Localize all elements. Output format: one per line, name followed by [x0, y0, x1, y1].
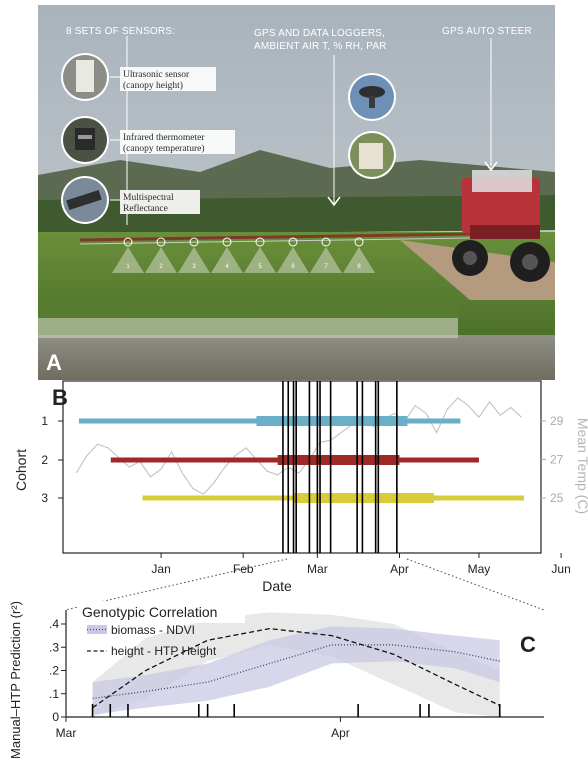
sensors-header: 8 SETS OF SENSORS: — [66, 26, 175, 37]
sensor-cone — [112, 247, 144, 273]
temperature-line — [75, 397, 522, 495]
panel-a-label: A — [46, 350, 62, 375]
sensor-number: 7 — [324, 264, 328, 270]
cohort-bars-group — [78, 416, 525, 503]
sensor-cone — [244, 247, 276, 273]
sensor-marker — [156, 237, 166, 247]
panel-a-photo: 1 2 3 4 5 6 7 8 — [38, 5, 555, 380]
cohort-2-measurement-bar — [277, 455, 400, 465]
infrared-thermometer-photo — [61, 116, 109, 164]
panel-c-chart: .4 .3 .2 .1 0 Mar Apr Genotypic Correlation bi… — [8, 601, 544, 759]
multispectral-sensor-photo — [61, 176, 109, 224]
sensor-3-label-bg — [120, 190, 200, 214]
gps-header-line1: GPS AND DATA LOGGERS, — [254, 28, 385, 39]
sensor-marker — [255, 237, 265, 247]
sensor-marker — [222, 237, 232, 247]
sensor-cone — [343, 247, 375, 273]
c-y-tick-label: 0 — [52, 710, 59, 724]
sensor-cone — [277, 247, 309, 273]
sensor-1-label: Ultrasonic sensor — [123, 70, 190, 80]
sensor-marker — [189, 237, 199, 247]
sensor-1-detail: (canopy height) — [123, 80, 183, 91]
sensor-cone — [178, 247, 210, 273]
panel-c-axes-group: .4 .3 .2 .1 0 Mar Apr — [49, 610, 544, 740]
confidence-bands-group — [92, 612, 500, 717]
correlation-lines-group — [92, 627, 500, 709]
sensor-marker — [321, 237, 331, 247]
sensor-marker — [123, 237, 133, 247]
c-y-tick-label: .4 — [49, 617, 59, 631]
gps-antenna-photo — [348, 73, 396, 121]
measurement-dates-group — [282, 381, 398, 553]
legend-height-label: height - HTP Height — [111, 644, 217, 658]
x-tick-label: Jan — [151, 562, 170, 576]
sprayer-boom — [79, 232, 471, 242]
panel-b-xlabel: Date — [262, 578, 292, 594]
sensor-2-label-bg — [120, 130, 235, 154]
c-y-tick-label: .2 — [49, 664, 59, 678]
sensor-cone — [310, 247, 342, 273]
ultrasonic-sensor-photo — [61, 53, 109, 101]
panel-c-label: C — [520, 632, 536, 657]
panel-c-title: Genotypic Correlation — [82, 604, 217, 620]
confidence-band-biomass — [92, 626, 500, 715]
y2-tick-label: 27 — [550, 453, 564, 467]
sensor-3-label: Multispectral — [123, 193, 174, 203]
c-x-tick-label: Mar — [56, 726, 77, 740]
cohort-1-measurement-bar — [256, 416, 408, 426]
sensor-2-detail: (canopy temperature) — [123, 143, 205, 154]
gps-header-line2: AMBIENT AIR T, % RH, PAR — [254, 41, 387, 52]
y2-tick-label: 25 — [550, 491, 564, 505]
water-foreground — [38, 335, 555, 380]
temperature-line-group — [75, 397, 522, 495]
legend-biomass-label: biomass - NDVI — [111, 623, 195, 637]
gps-callout-arrow — [327, 196, 341, 207]
series-line-biomass — [92, 644, 500, 700]
sensor-number: 6 — [291, 264, 295, 270]
tractor — [452, 170, 550, 282]
sensor-number: 8 — [357, 264, 361, 270]
panel-c-title-bg — [78, 601, 245, 623]
sensor-cone — [145, 247, 177, 273]
sensor-1-label-bg — [120, 67, 216, 91]
panel-b-ticks-group: JanFebMarAprMayJun123292725 — [41, 414, 570, 576]
x-tick-label: Jun — [551, 562, 570, 576]
sprayer-boom-lower — [79, 237, 471, 245]
series-line-height — [92, 627, 500, 709]
x-tick-label: Apr — [390, 562, 409, 576]
sensor-cone — [211, 247, 243, 273]
sensor-2-label: Infrared thermometer — [123, 132, 205, 143]
zoom-connector-right — [406, 558, 545, 611]
autosteer-header: GPS AUTO STEER — [442, 26, 532, 37]
sensor-number: 1 — [126, 264, 130, 270]
y-tick-label: 1 — [41, 414, 48, 428]
y2-tick-label: 29 — [550, 414, 564, 428]
sensor-number: 4 — [225, 264, 229, 270]
panel-b-label: B — [52, 385, 68, 410]
sensor-3-detail: Reflectance — [123, 203, 168, 214]
panel-b-frame — [62, 380, 542, 554]
panel-b-ylabel: Cohort — [13, 449, 29, 491]
c-y-tick-label: .1 — [49, 687, 59, 701]
y-tick-label: 3 — [41, 491, 48, 505]
y-tick-label: 2 — [41, 453, 48, 467]
panel-b-chart: JanFebMarAprMayJun123292725 B Date Cohor… — [13, 380, 588, 594]
c-y-tick-label: .3 — [49, 640, 59, 654]
x-tick-label: May — [468, 562, 491, 576]
sensor-number: 5 — [258, 264, 262, 270]
sensor-number: 3 — [192, 264, 196, 270]
sensor-marker — [354, 237, 364, 247]
autosteer-callout-arrow — [484, 161, 498, 172]
netting — [38, 318, 458, 338]
sensor-number: 2 — [159, 264, 163, 270]
cohort-3-measurement-bar — [293, 493, 434, 503]
data-logger-photo — [348, 131, 396, 179]
sensor-cones: 1 2 3 4 5 6 7 8 — [112, 237, 375, 273]
x-tick-label: Mar — [307, 562, 328, 576]
panel-c-ylabel: Manual–HTP Prediction (r²) — [8, 601, 23, 759]
sensor-marker — [288, 237, 298, 247]
c-x-tick-label: Apr — [331, 726, 350, 740]
panel-b-ylabel-right: Mean Temp (C) — [575, 418, 588, 514]
